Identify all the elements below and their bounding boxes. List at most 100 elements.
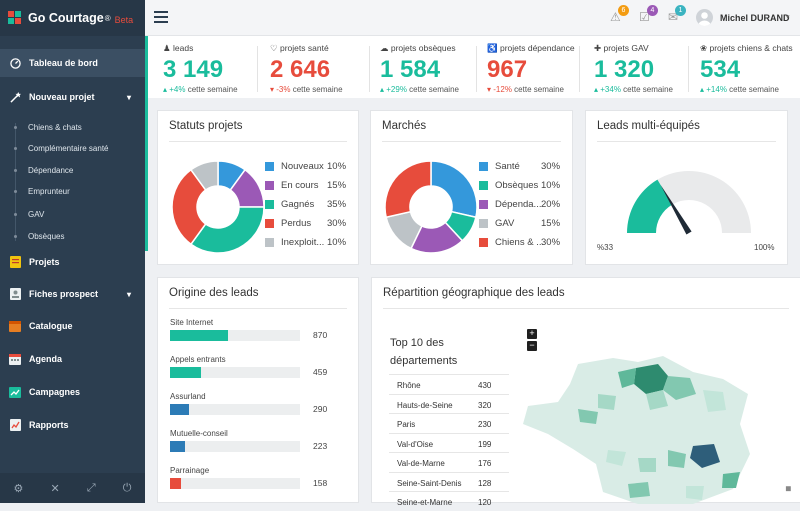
- legend-label: Chiens & ...: [495, 237, 545, 248]
- table-row[interactable]: Rhône 430: [389, 374, 509, 394]
- sidebar-item-label: Tableau de bord: [29, 58, 98, 68]
- brand[interactable]: Go Courtage ® Beta: [0, 0, 145, 36]
- legend-item[interactable]: En cours 15%: [265, 180, 346, 191]
- legend-value: 10%: [327, 161, 347, 172]
- sidebar-footer: ⚙ ✕ ⤢ ⏻: [0, 473, 145, 503]
- kpi-trend: ▴ +29% cette semaine: [380, 85, 459, 94]
- export-icon[interactable]: ◆: [782, 482, 795, 495]
- bar-fill: [170, 478, 181, 489]
- table-row[interactable]: Hauts-de-Seine 320: [389, 393, 509, 414]
- user-name[interactable]: Michel DURAND: [720, 13, 790, 23]
- donut-slice[interactable]: [189, 160, 219, 192]
- legend-item[interactable]: Chiens & ... 30%: [479, 237, 560, 248]
- bar-fill: [170, 367, 201, 378]
- legend-label: Dépenda...: [495, 199, 542, 210]
- legend-item[interactable]: Inexploit... 10%: [265, 237, 346, 248]
- sidebar-item-label: Fiches prospect: [29, 289, 99, 299]
- legend-item[interactable]: Santé 30%: [479, 161, 560, 172]
- sidebar-item-catalogue[interactable]: Catalogue: [0, 314, 145, 338]
- kpi-value: 1 320: [594, 56, 655, 83]
- tasks-icon[interactable]: ☑: [639, 10, 650, 24]
- origine-bar-row[interactable]: Assurland 290: [170, 392, 327, 415]
- sidebar-item-nouveau-projet[interactable]: Nouveau projet ▾: [0, 84, 145, 110]
- zoom-out-button[interactable]: −: [527, 341, 537, 351]
- gauge-track: [657, 171, 751, 233]
- sidebar: Go Courtage ® Beta Tableau de bord Nouve…: [0, 0, 145, 503]
- legend-item[interactable]: GAV 15%: [479, 218, 560, 229]
- sidebar-subitem-chiens-chats[interactable]: Chiens & chats: [0, 120, 145, 134]
- legend-value: 35%: [327, 199, 347, 210]
- sidebar-item-projets[interactable]: Projets: [0, 250, 145, 274]
- donut-slice[interactable]: [430, 160, 478, 219]
- donut-slice[interactable]: [384, 160, 432, 219]
- legend-item[interactable]: Perdus 30%: [265, 218, 346, 229]
- statuts-donut-chart[interactable]: [168, 157, 268, 257]
- top-bar: ⚠ 6 ☑ 4 ✉ 1 Michel DURAND ▾: [145, 0, 800, 36]
- legend-value: 30%: [541, 161, 561, 172]
- kpi-label-text: projets chiens & chats: [709, 43, 793, 53]
- france-choropleth-map[interactable]: [518, 354, 773, 504]
- divider: [169, 141, 347, 142]
- sidebar-subitem-emprunteur[interactable]: Emprunteur: [0, 184, 145, 198]
- origine-bar-row[interactable]: Appels entrants 459: [170, 355, 327, 378]
- card-repartition-geographique: Répartition géographique des leads Top 1…: [371, 277, 800, 507]
- gauge-needle: [660, 184, 692, 235]
- bar-label: Assurland: [170, 392, 206, 401]
- sidebar-item-tableau-de-bord[interactable]: Tableau de bord: [0, 49, 145, 77]
- legend-item[interactable]: Nouveaux 10%: [265, 161, 346, 172]
- sidebar-item-agenda[interactable]: Agenda: [0, 347, 145, 371]
- fullscreen-icon[interactable]: ⤢: [86, 481, 96, 494]
- legend-value: 10%: [541, 180, 561, 191]
- table-row[interactable]: Seine-et-Marne 120: [389, 491, 509, 511]
- settings-icon[interactable]: ⚙: [13, 482, 24, 495]
- avatar[interactable]: [696, 9, 713, 26]
- legend-item[interactable]: Gagnés 35%: [265, 199, 346, 210]
- card-title: Répartition géographique des leads: [383, 287, 565, 299]
- gauge-max-label: 100%: [754, 243, 775, 252]
- legend-item[interactable]: Obsèques 10%: [479, 180, 560, 191]
- bar-track: [170, 404, 300, 415]
- kpi-label: ❀ projets chiens & chats: [700, 43, 793, 54]
- origine-bar-row[interactable]: Mutuelle-conseil 223: [170, 429, 327, 452]
- kpi-trend-suffix: cette semaine: [187, 85, 238, 94]
- table-row[interactable]: Seine-Saint-Denis 128: [389, 471, 509, 492]
- legend-value: 20%: [541, 199, 561, 210]
- table-row[interactable]: Val-d'Oise 199: [389, 432, 509, 453]
- sidebar-subitem-obseques[interactable]: Obsèques: [0, 229, 145, 243]
- sidebar-item-campagnes[interactable]: Campagnes: [0, 380, 145, 404]
- accent-bar: [145, 36, 148, 251]
- kpi-label-text: projets GAV: [603, 43, 649, 53]
- legend-item[interactable]: Dépenda... 20%: [479, 199, 560, 210]
- sidebar-item-label: Campagnes: [29, 387, 81, 397]
- contact-card-icon: [9, 288, 21, 300]
- sidebar-item-fiches-prospect[interactable]: Fiches prospect ▾: [0, 282, 145, 306]
- legend-value: 10%: [327, 237, 347, 248]
- table-row[interactable]: Paris 230: [389, 413, 509, 433]
- departement-value: 176: [478, 459, 492, 468]
- power-icon[interactable]: ⏻: [122, 481, 132, 494]
- table-row[interactable]: Val-de-Marne 176: [389, 452, 509, 472]
- legend-swatch: [265, 162, 274, 171]
- tools-icon[interactable]: ✕: [50, 482, 60, 495]
- legend-swatch: [479, 181, 488, 190]
- multi-equipes-gauge[interactable]: [624, 167, 754, 237]
- kpi-trend-value: +29%: [386, 85, 407, 94]
- origine-bar-row[interactable]: Parrainage 158: [170, 466, 327, 489]
- sidebar-subitem-dependance[interactable]: Dépendance: [0, 163, 145, 177]
- menu-toggle-icon[interactable]: [154, 11, 168, 23]
- donut-slice[interactable]: [171, 168, 207, 246]
- warning-icon[interactable]: ⚠: [610, 10, 621, 24]
- donut-slice[interactable]: [189, 206, 265, 254]
- marches-donut-chart[interactable]: [381, 157, 481, 257]
- departement-name: Val-de-Marne: [397, 459, 445, 468]
- sidebar-subitem-complementaire-sante[interactable]: Complémentaire santé: [0, 141, 145, 155]
- sidebar-subitem-gav[interactable]: GAV: [0, 207, 145, 221]
- kpi-trend-suffix: cette semaine: [409, 85, 459, 94]
- sidebar-item-rapports[interactable]: Rapports: [0, 413, 145, 437]
- legend-label: Gagnés: [281, 199, 315, 210]
- origine-bar-row[interactable]: Site Internet 870: [170, 318, 327, 341]
- chevron-down-icon[interactable]: ▾: [786, 14, 790, 21]
- messages-icon[interactable]: ✉: [668, 10, 679, 24]
- arrow-down-icon: ▾: [270, 85, 275, 94]
- zoom-in-button[interactable]: +: [527, 329, 537, 339]
